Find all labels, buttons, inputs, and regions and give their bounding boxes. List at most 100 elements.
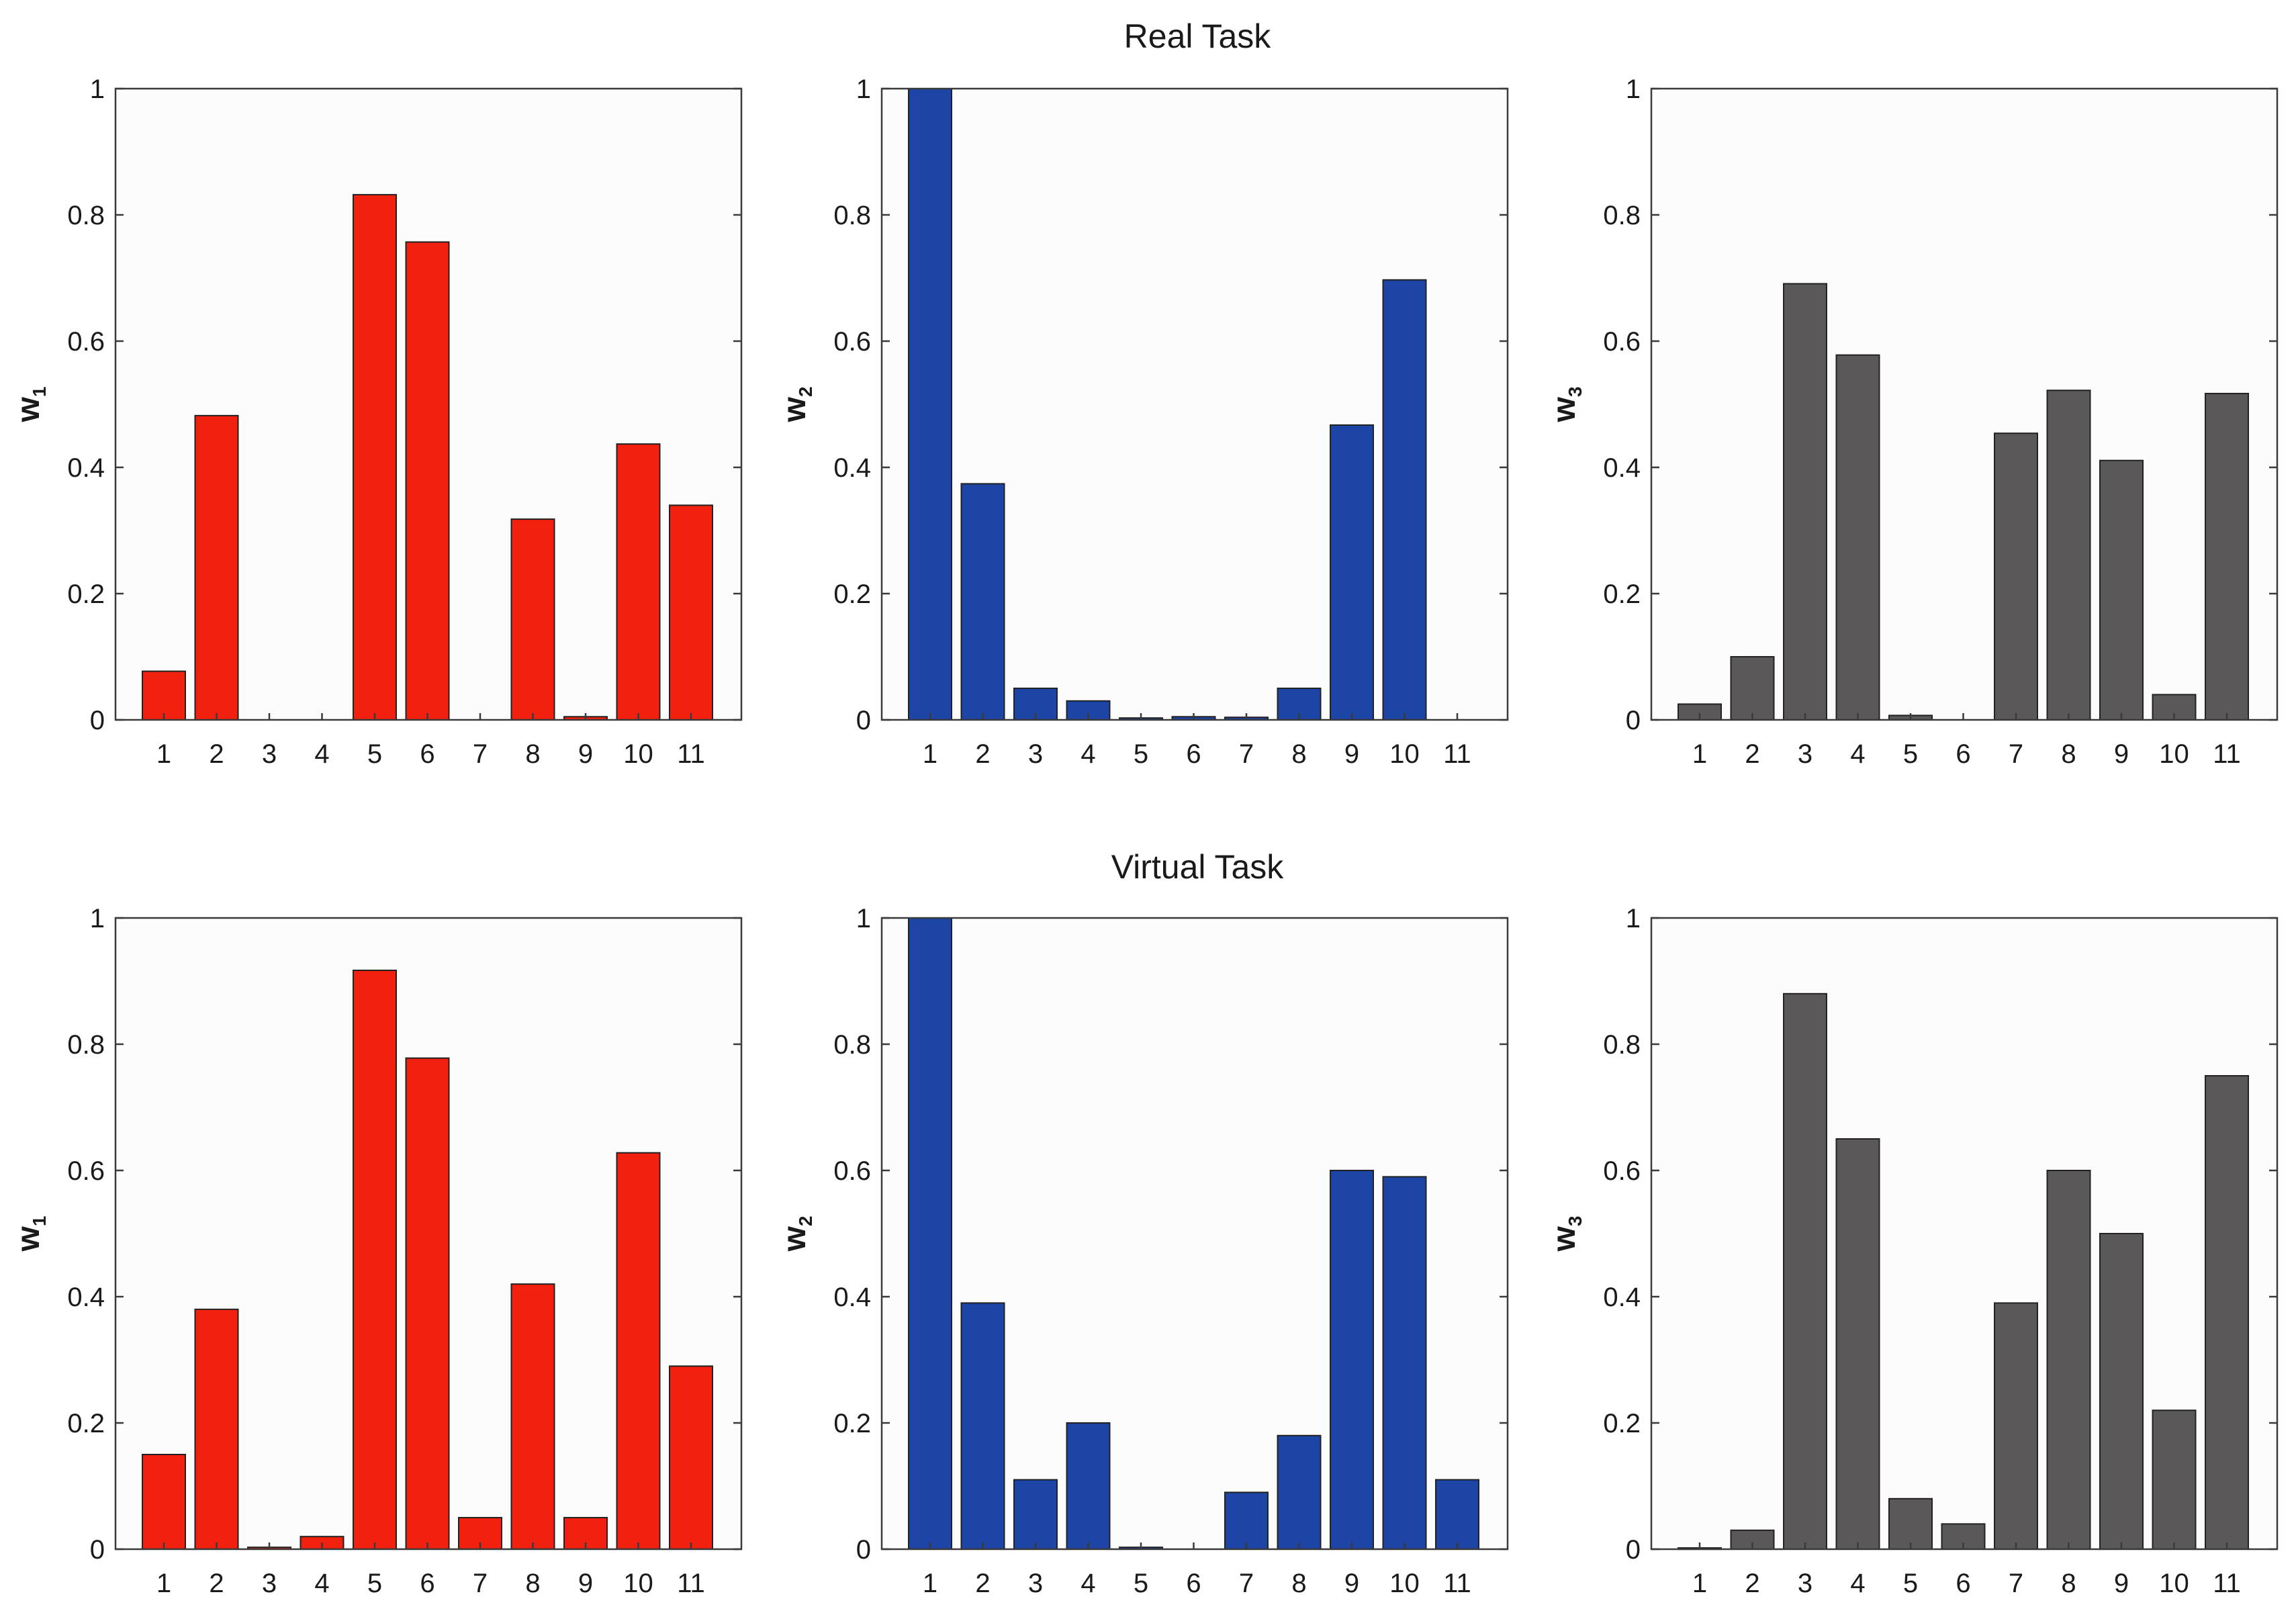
x-tick-label: 4 xyxy=(1081,1569,1095,1598)
x-tick-label: 2 xyxy=(975,739,990,769)
x-tick-label: 7 xyxy=(2009,1569,2023,1598)
bar-2 xyxy=(1730,656,1775,721)
y-tick-label: 0.8 xyxy=(833,1030,871,1060)
x-tick-label: 8 xyxy=(1291,739,1306,769)
x-tick-label: 7 xyxy=(1239,739,1254,769)
x-tick-label: 11 xyxy=(677,739,705,769)
bar-9 xyxy=(1330,1170,1374,1550)
y-tick-label: 0.8 xyxy=(833,201,871,230)
x-tick-label: 4 xyxy=(1850,1569,1865,1598)
bar-2 xyxy=(194,1308,239,1551)
x-tick-label: 2 xyxy=(975,1569,990,1598)
bar-3 xyxy=(1013,1479,1058,1551)
bar-2 xyxy=(960,1302,1005,1551)
y-tick-label: 1 xyxy=(90,904,105,933)
y-tick-label: 0.6 xyxy=(67,327,105,357)
x-tick-label: 1 xyxy=(923,1569,937,1598)
x-tick-label: 4 xyxy=(1081,739,1095,769)
axes-box xyxy=(880,87,1509,721)
x-tick-label: 6 xyxy=(420,1569,434,1598)
y-axis-label: w2 xyxy=(777,387,816,423)
x-tick-label: 8 xyxy=(2061,1569,2076,1598)
bar-9 xyxy=(1330,424,1374,721)
x-tick-label: 8 xyxy=(525,739,540,769)
y-tick-label: 0.8 xyxy=(1603,201,1641,230)
bar-7 xyxy=(1224,1491,1269,1550)
x-tick-label: 1 xyxy=(1692,739,1707,769)
y-axis-label: w1 xyxy=(11,1216,50,1252)
x-tick-label: 5 xyxy=(1134,1569,1148,1598)
y-tick-label: 1 xyxy=(1626,75,1641,104)
bar-5 xyxy=(1888,1497,1933,1551)
x-tick-label: 9 xyxy=(1344,1569,1359,1598)
y-axis-label: w1 xyxy=(11,387,50,423)
y-tick-label: 0.4 xyxy=(67,1283,105,1312)
bar-11 xyxy=(2205,1075,2249,1550)
y-tick-label: 0.4 xyxy=(67,453,105,483)
y-tick-label: 1 xyxy=(856,904,871,933)
y-axis-label-main: w xyxy=(11,396,46,422)
y-tick-label: 0 xyxy=(1626,1535,1641,1565)
y-tick-label: 0.4 xyxy=(1603,1283,1641,1312)
bar-8 xyxy=(2046,1170,2091,1550)
bar-5 xyxy=(353,970,397,1550)
bar-11 xyxy=(2205,393,2249,721)
x-tick-label: 11 xyxy=(1443,1569,1471,1598)
y-axis-label-main: w xyxy=(11,1226,46,1252)
y-tick-label: 0.2 xyxy=(833,580,871,609)
x-tick-label: 8 xyxy=(525,1569,540,1598)
x-tick-label: 1 xyxy=(1692,1569,1707,1598)
x-tick-label: 7 xyxy=(2009,739,2023,769)
bar-10 xyxy=(2152,1410,2197,1550)
bar-3 xyxy=(1783,992,1827,1551)
axes-box xyxy=(1650,917,2279,1551)
x-tick-label: 4 xyxy=(314,739,329,769)
y-tick-label: 1 xyxy=(856,75,871,104)
x-tick-label: 5 xyxy=(367,739,382,769)
x-tick-label: 9 xyxy=(578,739,593,769)
x-tick-label: 7 xyxy=(473,739,488,769)
y-tick-label: 0.2 xyxy=(67,1409,105,1438)
y-tick-label: 0.2 xyxy=(833,1409,871,1438)
y-axis-label: w2 xyxy=(777,1216,816,1252)
y-axis-label-main: w xyxy=(1547,1226,1582,1252)
x-tick-label: 3 xyxy=(262,1569,277,1598)
bar-1 xyxy=(908,88,952,721)
y-tick-label: 0.4 xyxy=(1603,453,1641,483)
y-axis-label-main: w xyxy=(1547,396,1582,422)
y-tick-label: 0 xyxy=(856,1535,871,1565)
y-tick-label: 0.8 xyxy=(1603,1030,1641,1060)
bar-11 xyxy=(669,1365,713,1551)
x-tick-label: 3 xyxy=(262,739,277,769)
x-tick-label: 4 xyxy=(1850,739,1865,769)
x-tick-label: 2 xyxy=(209,1569,224,1598)
y-axis-label-subscript: 1 xyxy=(29,1216,50,1227)
y-axis-label: w3 xyxy=(1547,387,1586,423)
x-tick-label: 6 xyxy=(1186,739,1201,769)
y-tick-label: 0 xyxy=(90,706,105,735)
bar-8 xyxy=(510,518,555,721)
x-tick-label: 10 xyxy=(1389,739,1420,769)
bar-1 xyxy=(142,670,186,721)
x-tick-label: 1 xyxy=(156,1569,171,1598)
y-tick-label: 1 xyxy=(1626,904,1641,933)
y-tick-label: 0.2 xyxy=(1603,1409,1641,1438)
bar-6 xyxy=(405,1057,450,1550)
bar-9 xyxy=(2099,459,2144,721)
section-title-virtual-task: Virtual Task xyxy=(1111,848,1285,886)
y-axis-label-subscript: 1 xyxy=(29,387,50,398)
x-tick-label: 9 xyxy=(2114,739,2129,769)
x-tick-label: 6 xyxy=(1956,739,1970,769)
y-tick-label: 0.2 xyxy=(1603,580,1641,609)
y-tick-label: 0.2 xyxy=(67,580,105,609)
x-tick-label: 6 xyxy=(420,739,434,769)
y-axis-label-subscript: 3 xyxy=(1565,1216,1586,1227)
bar-2 xyxy=(960,483,1005,721)
y-tick-label: 0.6 xyxy=(1603,327,1641,357)
